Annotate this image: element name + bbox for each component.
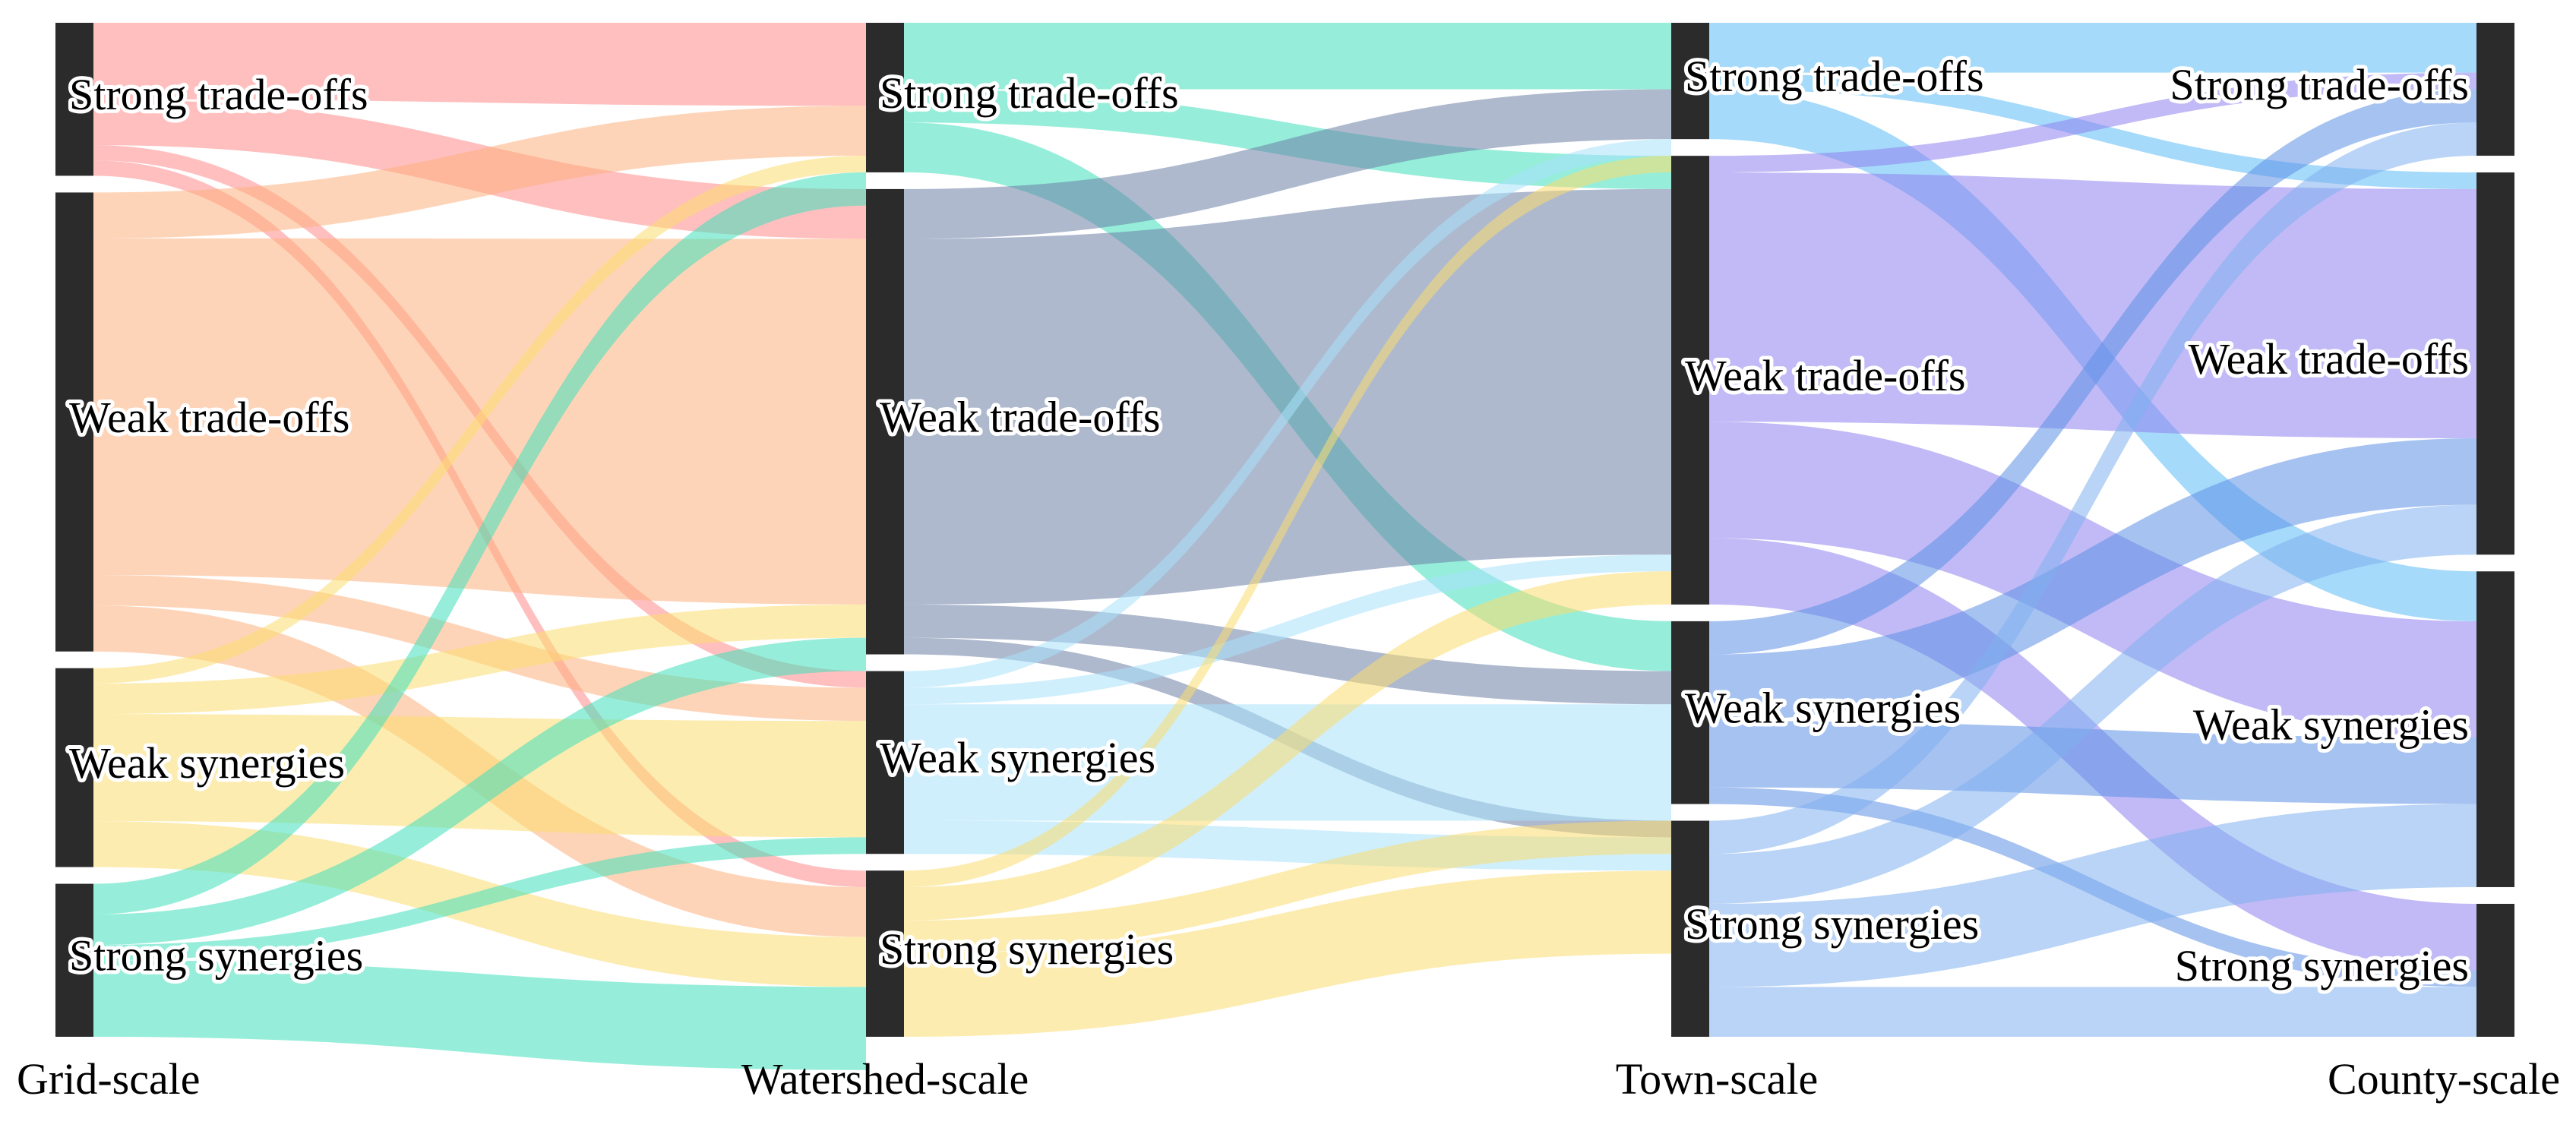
node-label-town-wt: Weak trade-offs (1685, 351, 1965, 400)
column-labels: Grid-scale Watershed-scale Town-scale Count… (17, 1054, 2560, 1104)
node-county-ss (2476, 903, 2514, 1037)
node-watershed-st (866, 23, 904, 172)
flow-watershed-ws-to-town-wt (904, 554, 1671, 705)
node-watershed-ss (866, 870, 904, 1037)
flow-town-ws-to-county-ws (1709, 721, 2476, 804)
flow-grid-ws-to-watershed-st (93, 156, 866, 684)
flow-grid-wt-to-watershed-st (93, 106, 866, 238)
sankey-labels: Strong trade-offs Weak trade-offs Weak syn… (65, 48, 2473, 994)
flow-watershed-wt-to-town-st (904, 89, 1671, 239)
node-label-county-st: Strong trade-offs (2170, 60, 2469, 109)
node-town-wt (1671, 156, 1709, 605)
node-label-grid-wt: Weak trade-offs (69, 393, 349, 442)
node-town-ss (1671, 820, 1709, 1037)
node-town-ws (1671, 621, 1709, 804)
column-label-watershed: Watershed-scale (741, 1054, 1029, 1104)
flow-town-ss-to-county-st (1709, 122, 2476, 854)
node-grid-ss (55, 883, 93, 1037)
flow-watershed-ws-to-town-st (904, 139, 1671, 688)
sankey-links (93, 23, 2476, 1070)
column-label-county: County-scale (2328, 1054, 2560, 1104)
node-watershed-wt (866, 188, 904, 655)
node-town-st (1671, 23, 1709, 140)
flow-grid-st-to-watershed-st (93, 23, 866, 106)
node-grid-ws (55, 668, 93, 867)
node-grid-wt (55, 192, 93, 652)
flow-watershed-ss-to-town-wt (904, 571, 1671, 921)
flow-watershed-ss-to-town-ss (904, 870, 1671, 1037)
node-county-st (2476, 23, 2514, 156)
node-label-grid-ws: Weak synergies (69, 738, 345, 788)
sankey-nodes (55, 23, 2514, 1037)
flow-town-wt-to-county-st (1709, 72, 2476, 173)
flow-grid-ss-to-watershed-ws (93, 837, 866, 961)
node-label-county-wt: Weak trade-offs (2189, 334, 2469, 384)
node-label-watershed-wt: Weak trade-offs (880, 393, 1160, 442)
node-label-town-ws: Weak synergies (1685, 684, 1961, 733)
node-grid-st (55, 23, 93, 176)
node-county-ws (2476, 571, 2514, 887)
flow-grid-ws-to-watershed-ws (93, 714, 866, 838)
node-county-wt (2476, 172, 2514, 555)
flow-town-ws-to-county-wt (1709, 438, 2476, 722)
node-label-county-ss: Strong synergies (2175, 941, 2469, 990)
node-label-town-st: Strong trade-offs (1685, 52, 1984, 101)
node-label-watershed-st: Strong trade-offs (880, 68, 1179, 118)
flow-watershed-ss-to-town-ws (904, 820, 1671, 954)
flow-town-st-to-county-st (1709, 23, 2476, 73)
node-label-watershed-ws: Weak synergies (880, 733, 1155, 782)
flow-town-wt-to-county-wt (1709, 172, 2476, 439)
flow-watershed-st-to-town-st (904, 23, 1671, 90)
node-label-grid-st: Strong trade-offs (69, 70, 368, 119)
flow-town-ws-to-county-st (1709, 89, 2476, 655)
flow-grid-ws-to-watershed-wt (93, 604, 866, 715)
flow-town-ss-to-county-wt (1709, 504, 2476, 904)
flow-town-ss-to-county-ws (1709, 804, 2476, 987)
column-label-grid: Grid-scale (17, 1054, 201, 1104)
flow-grid-ss-to-watershed-ss (93, 960, 866, 1070)
node-label-watershed-ss: Strong synergies (880, 924, 1174, 974)
flow-grid-ss-to-watershed-st (93, 172, 866, 914)
flow-grid-ss-to-watershed-wt (93, 637, 866, 946)
flow-watershed-wt-to-town-wt (904, 188, 1671, 605)
node-watershed-ws (866, 671, 904, 854)
node-label-town-ss: Strong synergies (1685, 899, 1979, 949)
node-label-grid-ss: Strong synergies (69, 931, 363, 981)
column-label-town: Town-scale (1616, 1054, 1819, 1104)
flow-watershed-ss-to-town-st (904, 156, 1671, 888)
flow-town-ss-to-county-ss (1709, 987, 2476, 1037)
node-label-county-ws: Weak synergies (2193, 700, 2469, 749)
